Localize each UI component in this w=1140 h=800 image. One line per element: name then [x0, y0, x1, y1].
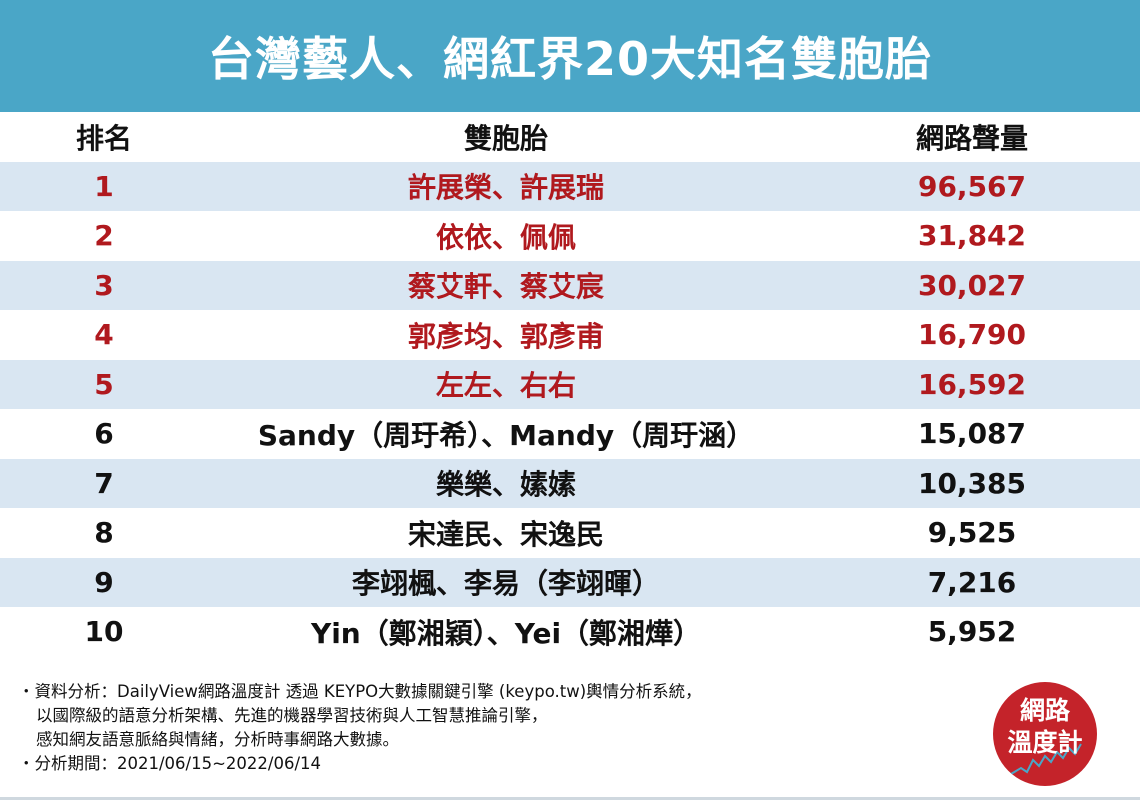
rank-cell: 10 [84, 615, 124, 649]
volume-cell: 7,216 [927, 565, 1017, 599]
table-row: 2 依依、佩佩 31,842 [0, 211, 1140, 261]
note-method: 以國際級的語意分析架構、先進的機器學習技術與人工智慧推論引擎， [36, 706, 548, 725]
name-cell: 左左、右右 [435, 369, 576, 403]
rank-cell: 2 [94, 219, 114, 253]
rank-cell: 1 [94, 169, 114, 203]
name-cell: 樂樂、嫊嫊 [435, 468, 576, 502]
volume-cell: 16,790 [917, 318, 1027, 352]
volume-cell: 16,592 [917, 367, 1027, 401]
page-title: 台灣藝人、網紅界20大知名雙胞胎 [207, 32, 932, 86]
table-row: 10 Yin（鄭湘穎）、Yei（鄭湘燁） 5,952 [0, 607, 1140, 657]
title-banner: 台灣藝人、網紅界20大知名雙胞胎 [0, 0, 1140, 112]
name-cell: 依依、佩佩 [435, 220, 576, 254]
name-cell: Yin（鄭湘穎）、Yei（鄭湘燁） [310, 616, 702, 650]
rank-cell: 4 [94, 318, 114, 352]
table-row: 6 Sandy（周玗希）、Mandy（周玗涵） 15,087 [0, 409, 1140, 459]
ranking-table: 排名 雙胞胎 網路聲量 1 許展榮、許展瑞 96,567 2 依依、佩佩 31,… [0, 112, 1140, 657]
table-header-row: 排名 雙胞胎 網路聲量 [0, 112, 1140, 162]
volume-cell: 15,087 [917, 417, 1027, 451]
name-cell: 許展榮、許展瑞 [407, 171, 604, 205]
volume-cell: 5,952 [927, 615, 1017, 649]
pulse-wave-icon [1010, 743, 1082, 775]
header-name: 雙胞胎 [463, 121, 548, 155]
logo-line1: 網路 [1019, 696, 1070, 725]
note-description: 感知網友語意脈絡與情緒，分析時事網路大數據。 [36, 730, 399, 749]
volume-cell: 96,567 [917, 169, 1027, 203]
rank-cell: 5 [94, 367, 114, 401]
rank-cell: 3 [94, 268, 114, 302]
volume-cell: 10,385 [917, 466, 1027, 500]
header-volume: 網路聲量 [915, 121, 1028, 155]
table-row: 8 宋達民、宋逸民 9,525 [0, 508, 1140, 558]
table-row: 5 左左、右右 16,592 [0, 359, 1140, 409]
note-period: ・分析期間：2021/06/15~2022/06/14 [18, 754, 322, 773]
rank-cell: 7 [94, 466, 114, 500]
name-cell: 蔡艾軒、蔡艾宸 [407, 270, 604, 304]
dailyview-logo: 網路 溫度計 [993, 682, 1097, 786]
rank-cell: 8 [94, 516, 114, 550]
name-cell: Sandy（周玗希）、Mandy（周玗涵） [257, 418, 755, 452]
volume-cell: 30,027 [917, 268, 1027, 302]
table-row: 4 郭彥均、郭彥甫 16,790 [0, 310, 1140, 360]
bottom-divider [0, 797, 1140, 800]
name-cell: 李翊楓、李易（李翊暉） [351, 567, 660, 601]
header-rank: 排名 [75, 121, 132, 155]
table-row: 1 許展榮、許展瑞 96,567 [0, 161, 1140, 211]
rank-cell: 9 [94, 565, 114, 599]
rank-cell: 6 [94, 417, 114, 451]
volume-cell: 9,525 [927, 516, 1017, 550]
logo-line2: 溫度計 [1007, 728, 1083, 757]
table-row: 3 蔡艾軒、蔡艾宸 30,027 [0, 260, 1140, 310]
methodology-notes: ・資料分析：DailyView網路溫度計 透過 KEYPO大數據關鍵引擎 (ke… [18, 680, 918, 776]
name-cell: 郭彥均、郭彥甫 [407, 319, 604, 353]
table-row: 7 樂樂、嫊嫊 10,385 [0, 458, 1140, 508]
volume-cell: 31,842 [917, 219, 1027, 253]
table-row: 9 李翊楓、李易（李翊暉） 7,216 [0, 557, 1140, 607]
name-cell: 宋達民、宋逸民 [407, 517, 604, 551]
note-source: ・資料分析：DailyView網路溫度計 透過 KEYPO大數據關鍵引擎 (ke… [18, 682, 702, 701]
